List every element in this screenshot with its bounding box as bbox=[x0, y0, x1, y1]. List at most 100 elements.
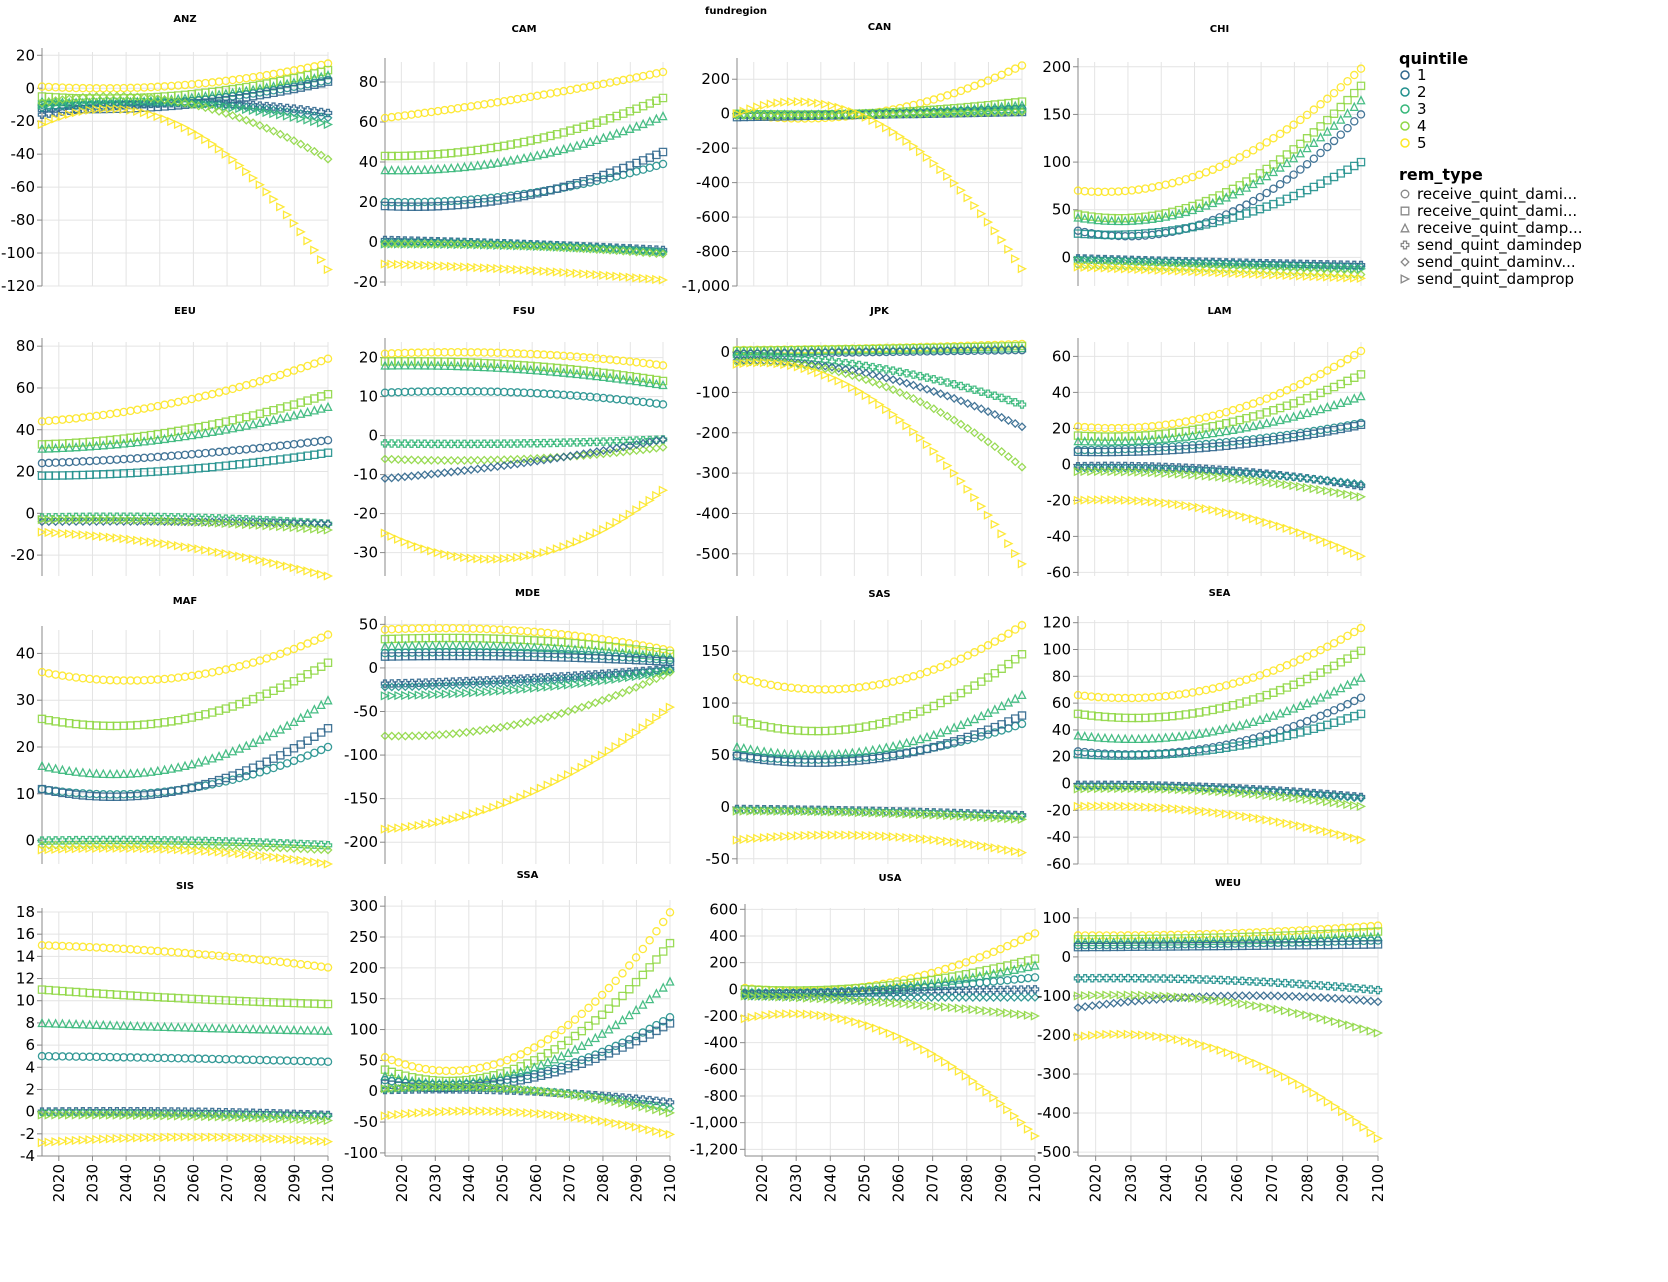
data-point bbox=[64, 514, 75, 525]
data-point bbox=[585, 269, 596, 279]
data-point bbox=[942, 411, 952, 421]
data-point bbox=[1329, 172, 1339, 182]
data-point bbox=[1235, 185, 1245, 196]
data-point bbox=[1134, 185, 1143, 194]
data-point bbox=[513, 552, 523, 563]
data-point bbox=[427, 260, 437, 271]
data-point bbox=[98, 840, 108, 850]
data-point bbox=[296, 564, 306, 574]
data-point bbox=[92, 456, 101, 465]
data-point bbox=[282, 853, 293, 864]
data-point bbox=[746, 355, 756, 365]
data-point bbox=[323, 695, 333, 705]
data-point bbox=[909, 427, 919, 437]
data-point bbox=[58, 718, 67, 727]
data-point bbox=[459, 466, 469, 476]
data-point bbox=[1309, 391, 1319, 400]
data-point bbox=[1133, 733, 1144, 743]
data-point bbox=[160, 840, 170, 850]
data-point bbox=[289, 563, 300, 573]
data-point bbox=[543, 642, 553, 653]
data-point bbox=[194, 781, 203, 791]
data-point bbox=[85, 92, 95, 102]
data-point bbox=[228, 155, 238, 165]
data-point bbox=[1141, 184, 1150, 193]
data-point bbox=[323, 113, 333, 123]
data-point bbox=[545, 453, 555, 463]
y-tick-label: 0 bbox=[368, 427, 378, 445]
data-point bbox=[276, 87, 285, 96]
data-point bbox=[296, 673, 306, 683]
data-point bbox=[1107, 261, 1117, 271]
data-point bbox=[1356, 390, 1366, 401]
data-point bbox=[868, 681, 877, 690]
data-point bbox=[1296, 379, 1305, 389]
data-point bbox=[1100, 263, 1111, 273]
data-point bbox=[1161, 258, 1171, 268]
data-point bbox=[1004, 67, 1013, 77]
data-point bbox=[1336, 169, 1346, 178]
data-point bbox=[180, 450, 190, 460]
data-point bbox=[71, 840, 81, 850]
data-point bbox=[1255, 469, 1265, 479]
y-tick-label: 100 bbox=[1042, 153, 1071, 171]
data-point bbox=[153, 835, 163, 845]
data-point bbox=[407, 260, 417, 270]
data-point bbox=[557, 630, 566, 639]
data-point bbox=[1215, 442, 1224, 451]
data-point bbox=[473, 160, 483, 170]
data-point bbox=[895, 714, 905, 723]
data-point bbox=[276, 838, 285, 848]
data-point bbox=[519, 265, 530, 275]
data-point bbox=[214, 547, 225, 558]
data-point bbox=[1120, 264, 1131, 274]
data-point bbox=[559, 452, 569, 462]
data-point bbox=[552, 438, 562, 448]
data-point bbox=[532, 266, 543, 276]
data-point bbox=[658, 159, 668, 169]
data-point bbox=[296, 398, 306, 407]
data-point bbox=[929, 665, 939, 674]
data-point bbox=[91, 440, 102, 450]
data-point bbox=[645, 677, 655, 687]
data-point bbox=[977, 841, 987, 851]
data-point bbox=[64, 97, 75, 108]
data-point bbox=[486, 554, 496, 564]
data-point bbox=[1221, 268, 1232, 278]
data-point bbox=[153, 111, 163, 122]
data-point bbox=[1093, 214, 1103, 225]
data-point bbox=[895, 832, 905, 842]
data-point bbox=[64, 529, 75, 539]
data-point bbox=[1356, 420, 1366, 430]
data-point bbox=[943, 836, 953, 846]
data-point bbox=[439, 163, 450, 173]
data-point bbox=[1282, 705, 1292, 716]
data-point bbox=[126, 512, 135, 522]
data-point bbox=[592, 244, 602, 254]
data-point bbox=[387, 239, 397, 249]
data-point bbox=[997, 107, 1007, 117]
data-point bbox=[861, 112, 871, 122]
data-point bbox=[275, 106, 285, 116]
data-point bbox=[1309, 154, 1319, 163]
data-point bbox=[1282, 150, 1292, 159]
data-point bbox=[1269, 406, 1278, 415]
data-point bbox=[908, 109, 918, 119]
data-point bbox=[105, 840, 115, 850]
data-point bbox=[1010, 625, 1020, 634]
data-point bbox=[579, 177, 588, 186]
data-point bbox=[895, 131, 905, 142]
data-point bbox=[1336, 488, 1346, 498]
data-point bbox=[235, 551, 245, 561]
data-point bbox=[1269, 133, 1278, 143]
data-point bbox=[827, 362, 837, 372]
y-tick-label: 60 bbox=[1052, 694, 1071, 712]
data-point bbox=[929, 109, 939, 119]
data-point bbox=[949, 178, 960, 188]
data-point bbox=[651, 443, 661, 453]
data-point bbox=[479, 240, 489, 250]
data-point bbox=[1127, 467, 1137, 477]
data-point bbox=[1107, 215, 1117, 226]
data-point bbox=[1322, 401, 1332, 412]
data-point bbox=[990, 704, 1000, 714]
